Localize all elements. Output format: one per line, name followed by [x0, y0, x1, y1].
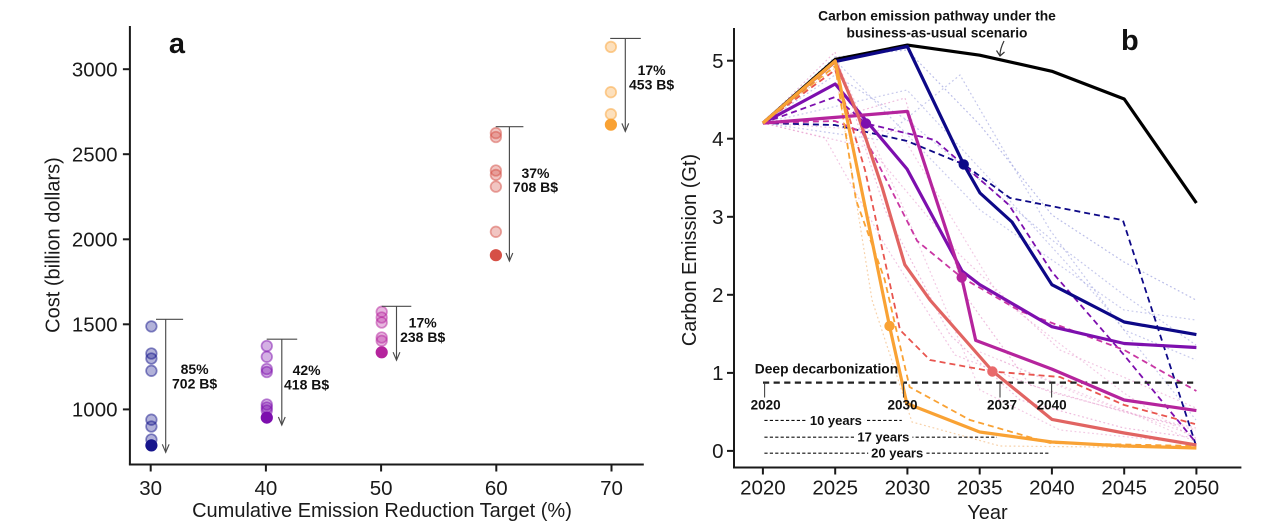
- svg-text:20 years: 20 years: [871, 446, 923, 461]
- svg-text:2030: 2030: [887, 398, 917, 413]
- svg-text:40: 40: [254, 477, 277, 500]
- svg-text:1000: 1000: [72, 399, 118, 422]
- svg-text:70: 70: [600, 477, 623, 500]
- svg-text:0: 0: [712, 440, 723, 463]
- svg-text:2000: 2000: [72, 229, 118, 252]
- svg-text:453 B$: 453 B$: [629, 77, 674, 93]
- svg-text:b: b: [1121, 25, 1139, 57]
- svg-text:2020: 2020: [740, 477, 786, 500]
- svg-text:Carbon Emission (Gt): Carbon Emission (Gt): [679, 154, 701, 346]
- svg-text:708 B$: 708 B$: [513, 179, 558, 195]
- svg-text:2020: 2020: [751, 398, 781, 413]
- svg-text:Carbon emission pathway under: Carbon emission pathway under the: [818, 9, 1056, 24]
- svg-text:2025: 2025: [812, 477, 858, 500]
- svg-text:5: 5: [712, 50, 723, 73]
- svg-text:a: a: [169, 28, 186, 60]
- svg-text:50: 50: [370, 477, 393, 500]
- svg-text:2040: 2040: [1029, 477, 1075, 500]
- svg-text:Cost (billion dollars): Cost (billion dollars): [43, 157, 65, 333]
- svg-text:17 years: 17 years: [857, 430, 909, 445]
- svg-text:10 years: 10 years: [810, 413, 862, 428]
- svg-text:1500: 1500: [72, 314, 118, 337]
- svg-text:17%: 17%: [409, 315, 438, 331]
- svg-text:business-as-usual scenario: business-as-usual scenario: [847, 26, 1028, 41]
- svg-text:60: 60: [485, 477, 508, 500]
- svg-text:3000: 3000: [72, 58, 118, 81]
- svg-text:42%: 42%: [293, 362, 322, 378]
- svg-text:Year: Year: [967, 502, 1008, 524]
- svg-text:702 B$: 702 B$: [172, 375, 217, 391]
- svg-text:85%: 85%: [181, 361, 210, 377]
- svg-text:2050: 2050: [1174, 477, 1220, 500]
- svg-text:2037: 2037: [987, 398, 1017, 413]
- svg-text:37%: 37%: [521, 165, 550, 181]
- svg-text:2035: 2035: [957, 477, 1003, 500]
- svg-text:2500: 2500: [72, 143, 118, 166]
- svg-text:Cumulative Emission Reduction: Cumulative Emission Reduction Target (%): [192, 500, 572, 522]
- svg-text:2: 2: [712, 284, 723, 307]
- svg-text:238 B$: 238 B$: [400, 329, 445, 345]
- svg-text:30: 30: [139, 477, 162, 500]
- svg-text:1: 1: [712, 362, 723, 385]
- svg-text:Deep decarbonization: Deep decarbonization: [755, 362, 898, 377]
- svg-text:17%: 17%: [638, 62, 667, 78]
- svg-text:418 B$: 418 B$: [284, 376, 329, 392]
- svg-text:2030: 2030: [885, 477, 931, 500]
- svg-text:4: 4: [712, 128, 723, 151]
- svg-text:3: 3: [712, 206, 723, 229]
- svg-text:2040: 2040: [1037, 398, 1067, 413]
- svg-text:2045: 2045: [1101, 477, 1147, 500]
